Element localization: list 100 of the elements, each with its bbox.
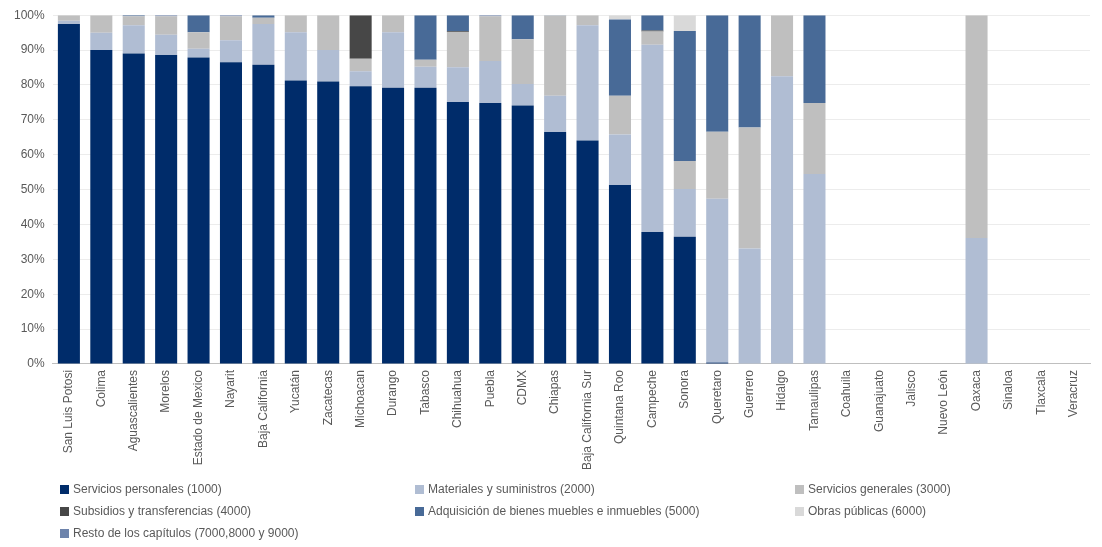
bar [382, 32, 405, 88]
bar [511, 39, 534, 84]
bar [479, 16, 502, 61]
bar [576, 25, 599, 141]
legend-label: Adquisición de bienes muebles e inmuebles (5000) [428, 504, 700, 518]
legend-label: Servicios personales (1000) [73, 482, 222, 496]
bar [608, 19, 631, 96]
bar [187, 32, 210, 49]
bar [252, 17, 275, 24]
bar [317, 15, 340, 51]
bar [122, 16, 145, 26]
x-tick-label: Estado de Mexico [190, 369, 205, 466]
x-tick-label: Morelos [158, 369, 173, 413]
bar [641, 31, 664, 45]
bar [706, 15, 729, 132]
y-tick-label: 30% [20, 251, 46, 266]
bar [187, 57, 210, 364]
bar [252, 64, 275, 364]
bar [803, 103, 826, 174]
x-tick-label: Michoacan [352, 369, 367, 428]
bar [673, 15, 696, 31]
x-tick-label: Yucatán [288, 369, 303, 414]
x-tick-label: Tamaulipas [806, 369, 821, 431]
bar [641, 232, 664, 364]
bar [511, 83, 534, 106]
bar [155, 16, 178, 35]
x-tick-label: Puebla [482, 369, 497, 408]
bar [608, 134, 631, 186]
y-tick-label: 60% [20, 147, 46, 162]
bar [187, 15, 210, 33]
bar [511, 15, 534, 40]
x-tick-label: Chiapas [547, 369, 562, 414]
bar [965, 238, 988, 364]
x-tick-label: Tabasco [417, 369, 432, 415]
bar [414, 15, 437, 60]
bar [414, 87, 437, 364]
legend-label: Resto de los capítulos (7000,8000 y 9000) [73, 526, 299, 540]
bar [349, 15, 372, 59]
x-tick-label: Chihuahua [450, 369, 465, 429]
bar [511, 105, 534, 364]
bar [673, 236, 696, 364]
x-tick-label: Queretaro [709, 369, 724, 424]
bar [382, 87, 405, 364]
bar [965, 15, 988, 239]
y-tick-label: 0% [27, 356, 46, 371]
bar [349, 58, 372, 72]
y-tick-label: 80% [20, 77, 46, 92]
bar [219, 40, 242, 63]
x-tick-label: Aguascalientes [126, 369, 141, 452]
bar [317, 81, 340, 364]
bar [155, 54, 178, 364]
x-tick-label: Quintana Roo [612, 369, 627, 445]
bar [317, 50, 340, 82]
legend-label: Servicios generales (3000) [808, 482, 951, 496]
x-tick-label: Guerrero [741, 369, 756, 418]
bar [349, 86, 372, 364]
x-tick-label: Nuevo León [936, 369, 951, 435]
bar [673, 30, 696, 161]
x-tick-label: Hidalgo [774, 369, 789, 411]
bar [771, 76, 794, 364]
bar [544, 132, 567, 364]
bar [252, 23, 275, 65]
bar [284, 15, 307, 33]
bar [544, 95, 567, 133]
x-tick-label: CDMX [515, 369, 530, 406]
legend-label: Materiales y suministros (2000) [428, 482, 595, 496]
bar [608, 185, 631, 364]
x-tick-label: Colima [93, 369, 108, 408]
x-tick-label: San Luis Potosi [61, 369, 76, 454]
bar [414, 66, 437, 88]
bar [771, 15, 794, 77]
y-tick-label: 90% [20, 42, 46, 57]
bar [57, 20, 80, 24]
x-tick-label: Coahuila [839, 369, 854, 418]
bar [446, 102, 469, 364]
legend-label: Subsidios y transferencias (4000) [73, 504, 252, 518]
bar [576, 140, 599, 364]
x-tick-label: Tlaxcala [1033, 369, 1048, 415]
bar [803, 173, 826, 364]
bar [673, 188, 696, 237]
bar [90, 32, 113, 51]
bar [219, 62, 242, 364]
x-tick-label: Jalisco [904, 369, 919, 407]
bar [382, 15, 405, 33]
x-tick-label: Sonora [677, 369, 692, 409]
bar [673, 160, 696, 189]
x-tick-label: Durango [385, 369, 400, 416]
x-tick-label: Zacatecas [320, 369, 335, 426]
x-tick-label: Baja California Sur [579, 369, 594, 471]
x-tick-label: Baja California [255, 369, 270, 448]
bar [57, 23, 80, 364]
y-tick-label: 50% [20, 181, 46, 196]
x-tick-label: Nayarit [223, 369, 238, 408]
bar [641, 44, 664, 233]
legend-label: Obras públicas (6000) [808, 504, 927, 518]
bar [187, 48, 210, 58]
bar [738, 127, 761, 249]
bar [122, 53, 145, 364]
bar [641, 15, 664, 31]
bar [90, 50, 113, 364]
